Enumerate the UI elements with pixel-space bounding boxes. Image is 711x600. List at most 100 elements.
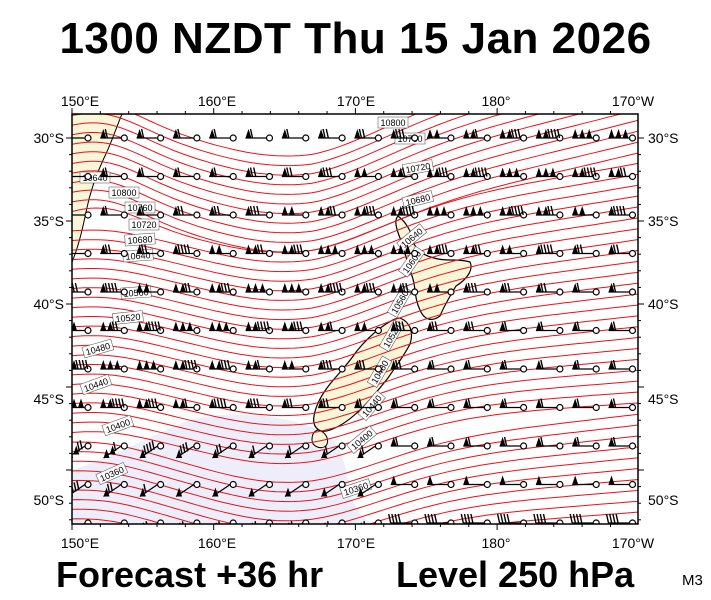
wind-barb — [463, 321, 491, 335]
wind-barb — [139, 480, 165, 497]
height-contour — [72, 217, 638, 301]
forecast-hour-label: Forecast +36 hr — [56, 554, 324, 595]
height-contour — [72, 114, 471, 176]
wind-barb — [172, 282, 201, 296]
wind-barb — [357, 480, 382, 497]
latitude-label-left: 35°S — [33, 213, 64, 229]
wind-barb — [499, 128, 528, 142]
wind-barb — [535, 128, 564, 142]
wind-barb — [72, 480, 92, 497]
wind-barb — [175, 442, 201, 459]
wind-barb — [572, 129, 600, 142]
wind-barb — [72, 398, 92, 412]
wind-barb — [533, 513, 564, 524]
wind-barb — [572, 167, 600, 181]
height-contour — [72, 114, 623, 215]
wind-barb — [535, 475, 564, 489]
wind-barb — [354, 244, 382, 258]
height-contour — [72, 479, 638, 524]
wind-barb — [360, 519, 382, 524]
wind-barb — [390, 321, 419, 335]
wind-barb — [608, 129, 637, 142]
wind-barb — [354, 282, 382, 296]
height-contour — [72, 457, 638, 522]
height-contour — [72, 250, 638, 330]
wind-barb — [209, 398, 237, 412]
wind-barbs — [72, 128, 637, 524]
height-contour — [72, 282, 638, 359]
wind-barb — [390, 398, 419, 412]
svg-text:10720: 10720 — [405, 161, 431, 175]
height-contour — [72, 293, 638, 369]
height-contour — [133, 114, 418, 157]
wind-barb — [318, 321, 346, 335]
wind-barb — [572, 475, 600, 489]
wind-barb — [463, 128, 491, 142]
wind-barb — [136, 321, 165, 335]
svg-text:10720: 10720 — [131, 220, 156, 230]
latitude-label-left: 45°S — [33, 391, 64, 407]
wind-barb — [172, 359, 201, 373]
axis-labels: 150°E 150°E 160°E 160°E 170°E 170°E 180° 180° 17… — [33, 93, 678, 551]
wind-barb — [281, 128, 310, 142]
wind-barb — [209, 244, 237, 258]
wind-barb — [463, 244, 491, 258]
wind-barb — [212, 480, 237, 497]
wind-barb — [427, 475, 455, 489]
height-contour — [72, 141, 638, 243]
latitude-label-left: 30°S — [33, 130, 64, 146]
wind-barb — [178, 519, 201, 524]
wind-barb — [172, 398, 201, 412]
wind-barb — [318, 167, 346, 181]
wind-barb — [463, 206, 491, 219]
wind-barb — [463, 282, 491, 296]
wind-barb — [245, 244, 274, 258]
stewart-island — [311, 429, 329, 449]
wind-barb — [324, 519, 346, 524]
wind-barb — [136, 360, 165, 373]
wind-barb — [499, 475, 528, 489]
low-height-shading — [72, 414, 372, 524]
height-contour — [72, 195, 638, 282]
wind-barb — [390, 436, 419, 450]
latitude-label-right: 40°S — [648, 296, 679, 312]
wind-barb — [390, 282, 419, 296]
wind-barb — [212, 442, 237, 459]
wind-barb — [72, 359, 92, 373]
wind-barb — [608, 475, 637, 489]
wind-barb — [535, 436, 564, 450]
wind-barb — [608, 244, 637, 258]
wind-barb — [172, 321, 201, 335]
wind-barb — [608, 398, 637, 412]
wind-barb — [354, 359, 382, 373]
wind-barb — [390, 167, 419, 181]
wind-barb — [320, 480, 346, 497]
wind-barb — [136, 205, 165, 219]
wind-barb — [100, 282, 128, 296]
pressure-level-label: Level 250 hPa — [396, 554, 635, 595]
wind-barb — [281, 321, 310, 335]
wind-barb — [427, 321, 455, 335]
contour-label: 10680 — [124, 232, 156, 247]
wind-barb — [136, 244, 165, 258]
wind-barb — [572, 206, 600, 219]
wind-barb — [142, 519, 165, 524]
height-contour — [72, 326, 638, 397]
model-code-label: M3 — [682, 572, 703, 589]
wind-barb — [281, 244, 310, 258]
wind-barb — [72, 249, 92, 258]
wind-barb — [318, 205, 346, 219]
wind-barb — [463, 167, 491, 181]
wind-barb — [499, 398, 528, 412]
map-area: 10640 10800 10760 10720 10680 10640 10560 10520… — [72, 114, 638, 524]
wind-barb — [388, 513, 419, 524]
wind-barb — [608, 359, 637, 373]
wind-barb — [463, 398, 491, 412]
wind-barb — [209, 205, 237, 219]
wind-barb — [499, 205, 528, 219]
wind-barb — [72, 321, 92, 335]
wind-barb — [284, 442, 310, 459]
wind-barb — [172, 167, 201, 181]
wind-barb — [535, 321, 564, 335]
